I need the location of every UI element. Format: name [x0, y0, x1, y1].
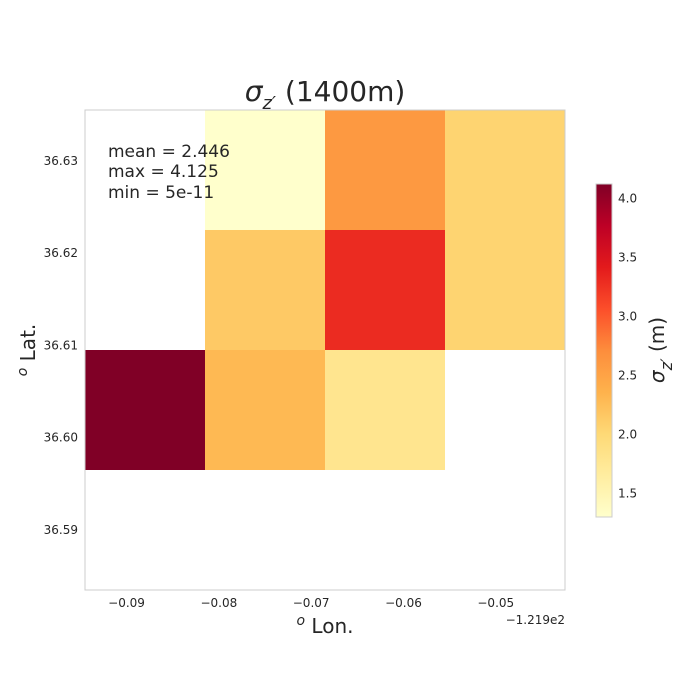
- colorbar: [595, 183, 613, 518]
- heatmap-cell-6: [85, 350, 205, 470]
- x-tick-label: −0.08: [200, 596, 237, 610]
- x-tick-labels: −0.09 −0.08 −0.07 −0.06 −0.05: [108, 596, 514, 610]
- x-offset-label: −1.219e2: [506, 613, 565, 627]
- colorbar-tick-label: 4.0: [618, 192, 637, 206]
- x-tick-label: −0.06: [385, 596, 422, 610]
- colorbar-label: σz′ (m): [645, 317, 676, 383]
- heatmap-cell-1: [325, 110, 445, 230]
- heatmap-cells: [85, 110, 565, 470]
- colorbar-tick-label: 2.0: [618, 427, 637, 441]
- plot-frame: [84, 109, 566, 591]
- y-tick-label: 36.62: [44, 246, 78, 260]
- heatmap-cell-4: [325, 230, 445, 350]
- stats-mean: mean = 2.446: [108, 142, 230, 162]
- y-tick-label: 36.60: [44, 431, 78, 445]
- stats-box: mean = 2.446 max = 4.125 min = 5e-11: [108, 142, 230, 203]
- colorbar-tick-label: 1.5: [618, 486, 637, 500]
- y-tick-labels: 36.59 36.60 36.61 36.62 36.63: [44, 154, 78, 537]
- heatmap-cell-7: [205, 350, 325, 470]
- y-tick-label: 36.61: [44, 338, 78, 352]
- y-axis-label: o Lat.: [15, 324, 40, 377]
- heatmap-cell-0: [205, 110, 325, 230]
- y-tick-label: 36.59: [44, 523, 78, 537]
- stats-min: min = 5e-11: [108, 183, 214, 203]
- colorbar-tick-labels: 1.5 2.0 2.5 3.0 3.5 4.0: [618, 192, 637, 501]
- heatmap-cell-2: [445, 110, 565, 230]
- x-tick-label: −0.05: [477, 596, 514, 610]
- chart-title: σz′ (1400m): [245, 75, 406, 114]
- colorbar-tick-label: 3.0: [618, 310, 637, 324]
- heatmap-cell-5: [445, 230, 565, 350]
- stats-max: max = 4.125: [108, 162, 219, 182]
- colorbar-tick-label: 3.5: [618, 251, 637, 265]
- heatmap-cell-3: [205, 230, 325, 350]
- x-axis-label: o Lon.: [297, 613, 354, 638]
- colorbar-tick-label: 2.5: [618, 369, 637, 383]
- x-tick-label: −0.09: [108, 596, 145, 610]
- heatmap-cell-8: [325, 350, 445, 470]
- x-tick-label: −0.07: [293, 596, 330, 610]
- y-tick-label: 36.63: [44, 154, 78, 168]
